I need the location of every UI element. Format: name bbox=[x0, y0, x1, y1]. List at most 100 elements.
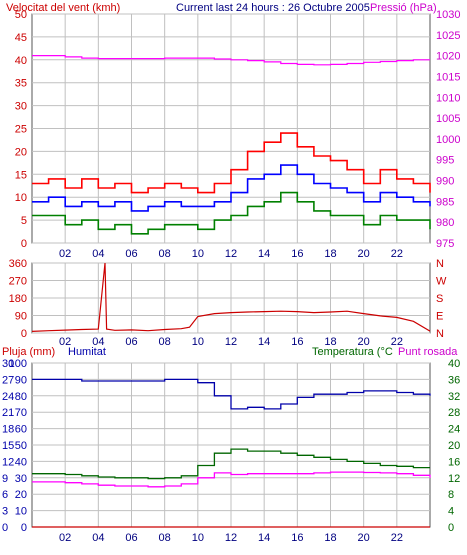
x-tick-label: 04 bbox=[92, 336, 104, 348]
x-tick-label: 12 bbox=[225, 532, 237, 544]
x-tick-label: 18 bbox=[324, 532, 336, 544]
temperature-y-tick-label: 40 bbox=[448, 358, 460, 370]
dewpoint-series-line bbox=[32, 471, 431, 488]
rain-y-tick-label: 24 bbox=[2, 391, 14, 403]
pressure-y-tick-label: 1020 bbox=[436, 51, 460, 63]
humidity-y-tick-label: 90 bbox=[15, 374, 27, 386]
temperature-y-tick-label: 12 bbox=[448, 473, 460, 485]
x-tick-label: 08 bbox=[159, 336, 171, 348]
x-tick-label: 02 bbox=[59, 532, 71, 544]
temperature-y-tick-label: 20 bbox=[448, 440, 460, 452]
pressure-y-tick-label: 985 bbox=[436, 196, 454, 208]
humidity-y-tick-label: 40 bbox=[15, 456, 27, 468]
compass-tick-label: S bbox=[436, 293, 443, 305]
humidity-y-tick-label: 10 bbox=[15, 506, 27, 518]
humidity-y-tick-label: 30 bbox=[15, 473, 27, 485]
average-series-line bbox=[32, 164, 431, 212]
pressure-y-tick-label: 995 bbox=[436, 155, 454, 167]
axis-ticks: 0202020404040606060808081010101212121414… bbox=[2, 9, 460, 544]
wind-y-tick-label: 45 bbox=[15, 32, 27, 44]
x-tick-label: 06 bbox=[125, 336, 137, 348]
x-tick-label: 12 bbox=[225, 248, 237, 260]
pressure-y-tick-label: 1030 bbox=[436, 9, 460, 21]
pressure-y-tick-label: 1005 bbox=[436, 113, 460, 125]
x-tick-label: 10 bbox=[192, 248, 204, 260]
x-tick-label: 14 bbox=[258, 336, 270, 348]
wind-y-tick-label: 50 bbox=[15, 9, 27, 21]
compass-tick-label: E bbox=[436, 311, 443, 323]
x-tick-label: 02 bbox=[59, 248, 71, 260]
rain-y-tick-label: 12 bbox=[2, 456, 14, 468]
rain-y-tick-label: 27 bbox=[2, 374, 14, 386]
temperature-y-tick-label: 4 bbox=[448, 506, 454, 518]
wind-y-tick-label: 15 bbox=[15, 169, 27, 181]
x-tick-label: 08 bbox=[159, 248, 171, 260]
wind-y-tick-label: 0 bbox=[21, 238, 27, 250]
humidity-y-tick-label: 100 bbox=[9, 358, 27, 370]
x-tick-label: 22 bbox=[391, 532, 403, 544]
compass-tick-label: W bbox=[436, 276, 447, 288]
wind-y-tick-label: 25 bbox=[15, 124, 27, 136]
x-tick-label: 02 bbox=[59, 336, 71, 348]
humidity-y-tick-label: 20 bbox=[15, 489, 27, 501]
x-tick-label: 06 bbox=[125, 532, 137, 544]
dewpoint-title: Punt rosada bbox=[398, 346, 458, 358]
pressure-title: Pressió (hPa) bbox=[370, 2, 437, 14]
series-lines bbox=[31, 54, 431, 528]
wind-y-tick-label: 5 bbox=[21, 215, 27, 227]
direction-y-tick-label: 360 bbox=[9, 258, 27, 270]
temperature-y-tick-label: 8 bbox=[448, 489, 454, 501]
direction-y-tick-label: 0 bbox=[21, 328, 27, 340]
rain-y-tick-label: 3 bbox=[2, 506, 8, 518]
humidity-y-tick-label: 0 bbox=[21, 522, 27, 534]
rain-y-tick-label: 0 bbox=[2, 522, 8, 534]
humidity-y-tick-label: 70 bbox=[15, 407, 27, 419]
rain-title: Pluja (mm) bbox=[2, 346, 55, 358]
x-tick-label: 06 bbox=[125, 248, 137, 260]
rain-y-tick-label: 15 bbox=[2, 440, 14, 452]
wind-y-tick-label: 35 bbox=[15, 78, 27, 90]
pressure-y-tick-label: 1015 bbox=[436, 71, 460, 83]
x-tick-label: 22 bbox=[391, 248, 403, 260]
x-tick-label: 22 bbox=[391, 336, 403, 348]
temperature-y-tick-label: 36 bbox=[448, 374, 460, 386]
rain-y-tick-label: 9 bbox=[2, 473, 8, 485]
x-tick-label: 14 bbox=[258, 532, 270, 544]
compass-tick-label: N bbox=[436, 258, 444, 270]
wind_direction-series-line bbox=[31, 262, 431, 332]
rain-y-tick-label: 6 bbox=[2, 489, 8, 501]
minimum-series-line bbox=[32, 191, 431, 235]
x-tick-label: 10 bbox=[192, 532, 204, 544]
pressure-y-tick-label: 1000 bbox=[436, 134, 460, 146]
x-tick-label: 20 bbox=[358, 248, 370, 260]
humidity-title: Humitat bbox=[68, 346, 106, 358]
temperature-title: Temperatura (°C bbox=[312, 346, 393, 358]
humidity-y-tick-label: 60 bbox=[15, 424, 27, 436]
x-tick-label: 08 bbox=[159, 532, 171, 544]
x-tick-label: 16 bbox=[291, 336, 303, 348]
temperature-y-tick-label: 0 bbox=[448, 522, 454, 534]
compass-tick-label: N bbox=[436, 328, 444, 340]
x-tick-label: 04 bbox=[92, 248, 104, 260]
wind-y-tick-label: 30 bbox=[15, 101, 27, 113]
gust-series-line bbox=[32, 132, 431, 194]
current-title: Current last 24 hours : 26 Octubre 2005 bbox=[176, 2, 370, 14]
x-tick-label: 20 bbox=[358, 532, 370, 544]
humidity-series-line bbox=[32, 378, 431, 410]
x-tick-label: 10 bbox=[192, 336, 204, 348]
x-tick-label: 18 bbox=[324, 248, 336, 260]
x-tick-label: 12 bbox=[225, 336, 237, 348]
pressure-y-tick-label: 1025 bbox=[436, 30, 460, 42]
humidity-y-tick-label: 50 bbox=[15, 440, 27, 452]
pressure-series-line bbox=[32, 54, 430, 66]
rain-y-tick-label: 21 bbox=[2, 407, 14, 419]
temperature-y-tick-label: 24 bbox=[448, 424, 460, 436]
wind-y-tick-label: 20 bbox=[15, 146, 27, 158]
x-tick-label: 16 bbox=[291, 248, 303, 260]
x-tick-label: 20 bbox=[358, 336, 370, 348]
temperature-y-tick-label: 16 bbox=[448, 456, 460, 468]
wind-y-tick-label: 40 bbox=[15, 55, 27, 67]
pressure-y-tick-label: 975 bbox=[436, 238, 454, 250]
x-tick-label: 14 bbox=[258, 248, 270, 260]
